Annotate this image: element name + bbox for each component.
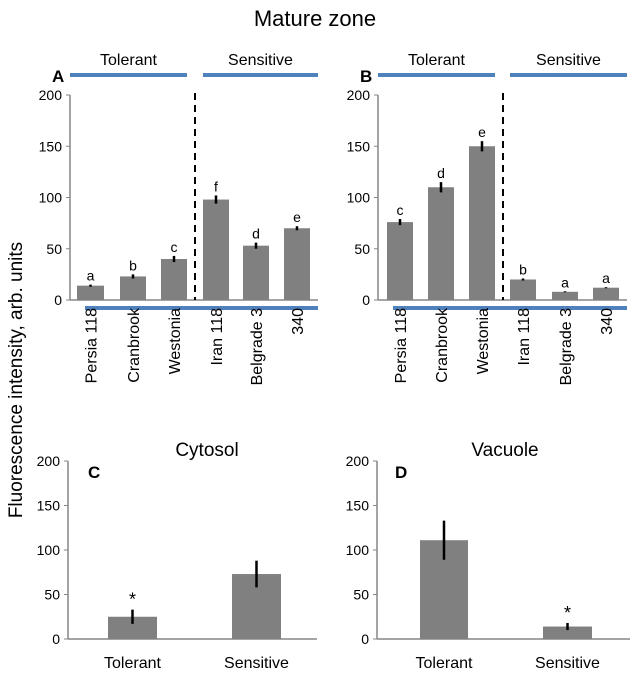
y-tick-label: 50 [44,587,60,603]
significance-label: c [397,202,404,218]
y-tick-label: 200 [347,87,371,103]
panel-label: C [88,463,100,482]
x-tick-label: Tolerant [104,655,161,672]
significance-label: a [87,268,95,284]
y-tick-label: 100 [39,190,63,206]
significance-label: * [564,603,571,623]
bar [428,187,454,300]
bar [284,228,310,300]
bar [543,626,592,639]
bar [203,199,229,300]
bar [510,279,536,300]
bar [77,285,104,300]
x-tick-label: Belgrade 3 [558,308,575,385]
x-tick-label: Belgrade 3 [249,308,266,385]
x-tick-label: Westonia [475,308,492,375]
figure-title: Mature zone [254,6,376,31]
x-tick-label: Sensitive [224,655,289,672]
significance-label: e [478,124,486,140]
significance-label: b [129,257,137,273]
y-tick-label: 100 [347,190,371,206]
panel-label: D [395,463,407,482]
y-tick-label: 50 [353,587,369,603]
x-tick-label: Persia 118 [84,308,101,383]
x-tick-label: 340 [290,308,307,335]
significance-label: a [602,270,610,286]
y-tick-label: 50 [46,241,62,257]
bar [552,291,578,300]
x-tick-label: Persia 118 [393,308,410,383]
significance-label: e [293,209,301,225]
panel-label: B [360,67,372,86]
y-tick-label: 0 [54,292,62,308]
x-tick-label: Westonia [167,308,184,375]
group-label: Tolerant [408,52,465,69]
significance-label: d [252,226,260,242]
y-tick-label: 100 [346,542,370,558]
bar [469,146,495,300]
bar [108,616,157,639]
significance-label: * [129,590,136,610]
x-tick-label: 340 [599,308,616,335]
bar [593,287,619,300]
y-tick-label: 150 [347,138,371,154]
significance-label: b [519,261,527,277]
y-tick-label: 0 [52,631,60,647]
x-tick-label: Iran 118 [209,308,226,366]
bar [120,276,146,300]
significance-label: a [561,274,569,290]
y-tick-label: 150 [346,498,370,514]
panel-title: Vacuole [471,440,538,461]
bar [161,259,187,300]
x-tick-label: Cranbrook [434,307,451,383]
panel-label: A [52,67,64,86]
x-tick-label: Iran 118 [516,308,533,366]
significance-label: c [171,239,178,255]
significance-label: d [437,165,445,181]
x-tick-label: Sensitive [535,655,600,672]
y-tick-label: 200 [346,453,370,469]
group-label: Sensitive [536,52,601,69]
x-tick-label: Cranbrook [126,307,143,383]
y-tick-label: 200 [39,87,63,103]
y-tick-label: 50 [354,241,370,257]
y-tick-label: 100 [37,542,61,558]
y-tick-label: 0 [362,292,370,308]
bar [243,245,269,300]
y-tick-label: 150 [37,498,61,514]
y-tick-label: 0 [361,631,369,647]
y-tick-label: 150 [39,138,63,154]
significance-label: f [214,178,218,194]
group-label: Sensitive [228,52,293,69]
group-label: Tolerant [100,52,157,69]
bar [387,222,413,300]
y-tick-label: 200 [37,453,61,469]
x-tick-label: Tolerant [416,655,473,672]
panel-title: Cytosol [175,440,238,461]
y-axis-label: Fluorescence intensity, arb. units [6,242,27,518]
